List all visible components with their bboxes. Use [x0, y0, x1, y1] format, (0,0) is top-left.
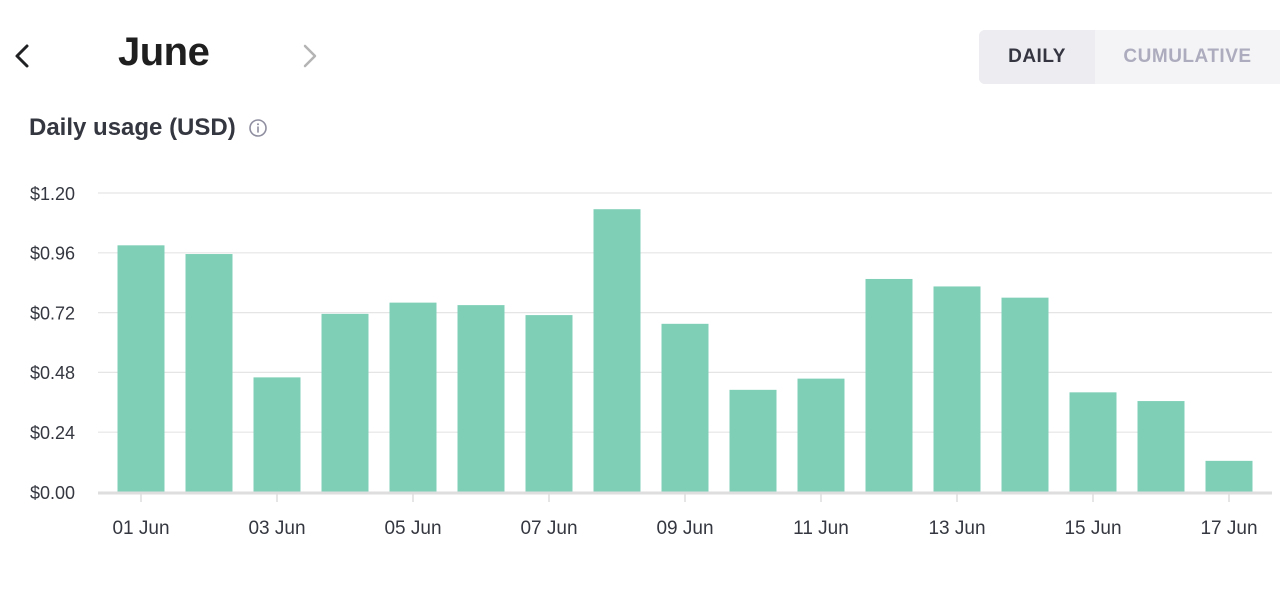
bar-06-jun[interactable] — [457, 305, 505, 492]
x-tick-label: 05 Jun — [384, 518, 441, 539]
y-tick-label: $0.48 — [30, 363, 75, 383]
x-tick-label: 07 Jun — [520, 518, 577, 539]
info-icon[interactable] — [248, 118, 268, 138]
bar-09-jun[interactable] — [661, 323, 709, 492]
x-tick-label: 03 Jun — [248, 518, 305, 539]
chevron-right-icon — [303, 44, 317, 68]
x-tick-label: 13 Jun — [928, 518, 985, 539]
x-tick-label: 15 Jun — [1064, 518, 1121, 539]
bar-12-jun[interactable] — [865, 278, 913, 492]
bar-10-jun[interactable] — [729, 389, 777, 492]
cumulative-toggle-button[interactable]: CUMULATIVE — [1123, 46, 1252, 67]
bar-13-jun[interactable] — [933, 286, 981, 492]
next-month-button[interactable] — [294, 38, 326, 74]
bar-03-jun[interactable] — [253, 377, 301, 492]
y-tick-label: $0.96 — [30, 244, 75, 264]
month-title: June — [118, 30, 210, 74]
bar-01-jun[interactable] — [117, 245, 165, 492]
view-toggle: DAILY CUMULATIVE — [979, 30, 1280, 84]
bar-05-jun[interactable] — [389, 302, 437, 492]
x-tick-label: 17 Jun — [1200, 518, 1257, 539]
bar-08-jun[interactable] — [593, 209, 641, 492]
bar-11-jun[interactable] — [797, 378, 845, 492]
usage-title: Daily usage (USD) — [29, 114, 236, 141]
bar-14-jun[interactable] — [1001, 297, 1049, 492]
usage-section-header: Daily usage (USD) — [29, 114, 268, 142]
bar-02-jun[interactable] — [185, 254, 233, 492]
bar-04-jun[interactable] — [321, 313, 369, 492]
daily-toggle-button[interactable]: DAILY — [979, 30, 1095, 84]
y-tick-label: $0.00 — [30, 483, 75, 503]
x-tick-label: 11 Jun — [793, 518, 849, 539]
bar-17-jun[interactable] — [1205, 460, 1253, 492]
x-tick-label: 09 Jun — [656, 518, 713, 539]
bar-15-jun[interactable] — [1069, 392, 1117, 492]
y-tick-label: $0.24 — [30, 423, 75, 443]
bar-16-jun[interactable] — [1137, 401, 1185, 492]
y-tick-label: $0.72 — [30, 303, 75, 323]
previous-month-button[interactable] — [6, 38, 38, 74]
x-tick-label: 01 Jun — [112, 518, 169, 539]
y-tick-label: $1.20 — [30, 184, 75, 204]
chevron-left-icon — [15, 44, 29, 68]
bar-07-jun[interactable] — [525, 315, 573, 492]
